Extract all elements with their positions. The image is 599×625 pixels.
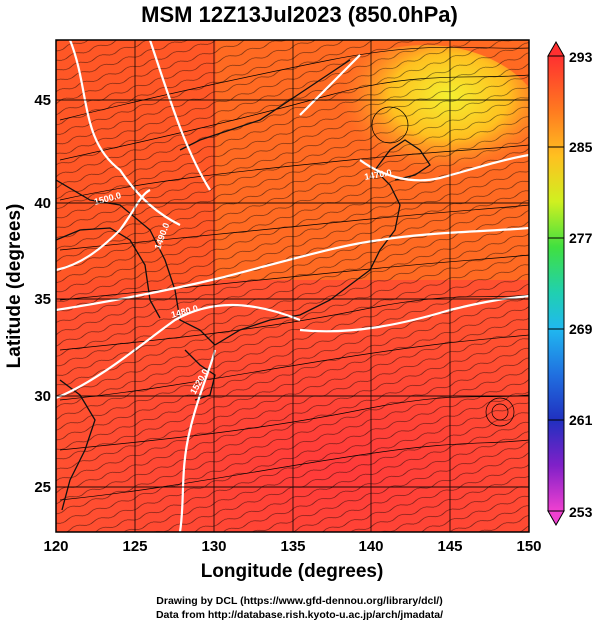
graticule [56,40,529,532]
colorbar-tick-label: 253 [569,504,593,520]
y-tick-label: 35 [34,291,51,308]
credit-line-data: Data from http://database.rish.kyoto-u.a… [155,609,444,621]
credit-line-drawing: Drawing by DCL (https://www.gfd-dennou.o… [156,595,443,607]
x-tick-label: 120 [43,538,68,555]
colorbar-tick-label: 277 [569,230,593,246]
colorbar-top-arrow [547,40,565,57]
colorbar-tick-label: 285 [569,139,593,155]
x-axis-ticks: 120 125 130 135 140 145 150 [43,538,541,555]
x-tick-label: 130 [201,538,226,555]
plot-frame [55,39,530,533]
x-tick-label: 125 [122,538,147,555]
colorbar-tick-label: 269 [569,321,593,337]
y-axis-ticks: 25 30 35 40 45 [34,92,51,496]
y-tick-label: 30 [34,388,51,405]
colorbar-bottom-arrow [547,510,565,527]
y-axis-title: Latitude (degrees) [4,204,25,369]
colorbar: 293 285 277 269 261 253 [547,40,593,527]
x-tick-label: 140 [358,538,383,555]
y-tick-label: 25 [34,479,51,496]
colorbar-tick-label: 293 [569,49,593,65]
streamlines [59,46,529,501]
x-tick-label: 150 [516,538,541,555]
x-tick-label: 135 [280,538,305,555]
colorbar-bar [547,55,565,512]
y-tick-label: 45 [34,92,51,109]
x-tick-label: 145 [437,538,462,555]
x-axis-title: Longitude (degrees) [201,561,384,582]
colorbar-tick-label: 261 [569,412,593,428]
map-title: MSM 12Z13Jul2023 (850.0hPa) [141,2,458,27]
height-contours [56,40,529,532]
y-tick-label: 40 [34,195,51,212]
coastlines [56,59,431,511]
